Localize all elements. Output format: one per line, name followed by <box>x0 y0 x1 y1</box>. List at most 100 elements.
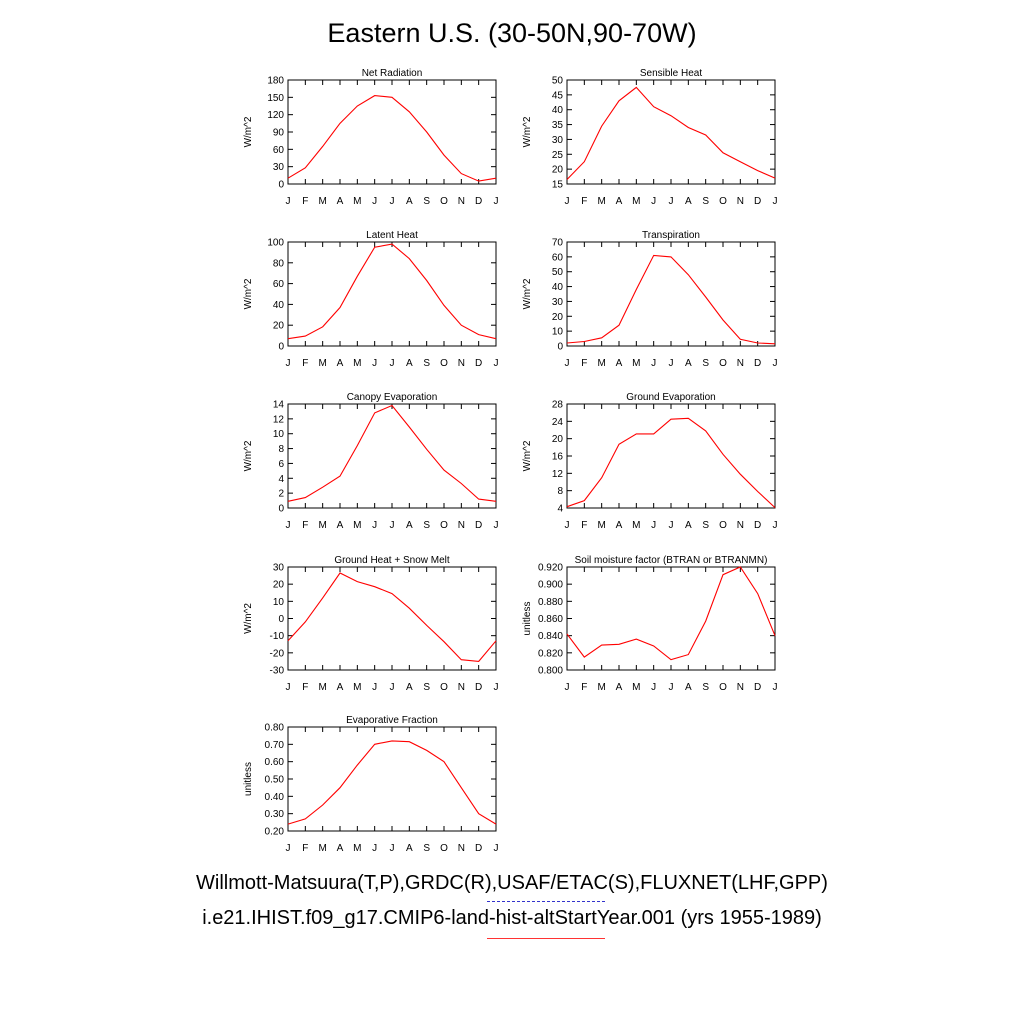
panel-9-xtick-label: N <box>458 843 465 854</box>
panel-2-ytick-label: 35 <box>552 120 564 131</box>
panel-9-ytick-label: 0.70 <box>265 740 285 751</box>
panel-9-xtick-label: A <box>406 843 413 854</box>
panel-9-xtick-label: F <box>302 843 308 854</box>
panel-2-xtick-label: A <box>616 196 623 207</box>
panel-9-ytick-label: 0.20 <box>265 827 285 838</box>
panel-2-ylabel: W/m^2 <box>522 116 533 147</box>
panel-6-xtick-label: A <box>616 520 623 531</box>
panel-3-title: Latent Heat <box>366 230 418 241</box>
panel-9-ylabel: unitless <box>243 762 254 796</box>
panel-6-xtick-label: F <box>581 520 587 531</box>
panel-3-xtick-label: J <box>390 358 395 369</box>
panel-5-ytick-label: 8 <box>278 444 284 455</box>
panel-3-ytick-label: 0 <box>278 342 284 353</box>
panel-4-xtick-label: J <box>651 358 656 369</box>
panel-6-xtick-label: J <box>651 520 656 531</box>
panel-7-xtick-label: F <box>302 682 308 693</box>
panel-7-frame <box>287 566 497 671</box>
panel-7-xtick-label: A <box>337 682 344 693</box>
panel-4-ylabel: W/m^2 <box>522 278 533 309</box>
panel-2-xtick-label: A <box>685 196 692 207</box>
panel-3-xtick-label: J <box>372 358 377 369</box>
panel-2-ytick-label: 50 <box>552 76 564 87</box>
panel-5-ytick-label: 6 <box>278 459 284 470</box>
panel-1-xtick-label: A <box>406 196 413 207</box>
panel-6-ytick-label: 28 <box>552 400 564 411</box>
panel-1-ylabel: W/m^2 <box>243 116 254 147</box>
panel-3-ytick-label: 20 <box>273 321 285 332</box>
panel-9-ytick-label: 0.50 <box>265 775 285 786</box>
panel-1-xtick-label: J <box>372 196 377 207</box>
panel-5-ytick-label: 12 <box>273 414 285 425</box>
panel-1-xtick-label: A <box>337 196 344 207</box>
panel-8-ytick-label: 0.920 <box>538 563 563 574</box>
panel-1-xtick-label: M <box>318 196 326 207</box>
panel-1-ytick-label: 90 <box>273 128 285 139</box>
panel-5-ytick-label: 4 <box>278 474 284 485</box>
panel-2-ytick-label: 25 <box>552 150 564 161</box>
panel-7-ytick-label: -30 <box>270 666 285 677</box>
panel-7: Ground Heat + Snow Melt W/m^2 -30 -20 -10 0 10… <box>243 555 499 693</box>
panel-8-xtick-label: A <box>616 682 623 693</box>
panel-8-title: Soil moisture factor (BTRAN or BTRANMN) <box>575 555 768 566</box>
panel-4-ytick-label: 40 <box>552 282 564 293</box>
panel-7-xtick-label: S <box>423 682 430 693</box>
panel-3-xtick-label: D <box>475 358 482 369</box>
panel-9-xtick-label: J <box>286 843 291 854</box>
panel-3-xtick-label: J <box>494 358 499 369</box>
panel-3-xtick-label: A <box>337 358 344 369</box>
panel-1-ytick-label: 150 <box>267 93 284 104</box>
panel-9: Evaporative Fraction unitless 0.20 0.30 0.40… <box>243 715 499 854</box>
panel-7-xtick-label: J <box>372 682 377 693</box>
panel-9-title: Evaporative Fraction <box>346 715 438 726</box>
panel-3-xtick-label: S <box>423 358 430 369</box>
panel-7-ylabel: W/m^2 <box>243 603 254 634</box>
panel-2-xtick-label: J <box>651 196 656 207</box>
panel-6-xtick-label: M <box>632 520 640 531</box>
panel-8-xtick-label: F <box>581 682 587 693</box>
panel-9-xtick-label: J <box>390 843 395 854</box>
panel-6-ytick-label: 4 <box>557 504 563 515</box>
panel-1-xtick-label: S <box>423 196 430 207</box>
panel-3-xtick-label: N <box>458 358 465 369</box>
panel-9-ytick-label: 0.80 <box>265 723 285 734</box>
panel-8-xtick-label: M <box>632 682 640 693</box>
panel-2-ytick-label: 45 <box>552 90 564 101</box>
panel-2-xtick-label: D <box>754 196 761 207</box>
panel-8-xtick-label: J <box>669 682 674 693</box>
panel-9-xtick-label: J <box>372 843 377 854</box>
panel-9-ytick-label: 0.30 <box>265 809 285 820</box>
panel-1-title: Net Radiation <box>362 68 423 79</box>
panel-9-xtick-label: O <box>440 843 448 854</box>
panel-1-xtick-label: J <box>494 196 499 207</box>
panel-7-ytick-label: 20 <box>273 580 285 591</box>
panel-6-ytick-label: 24 <box>552 417 564 428</box>
panel-8-ytick-label: 0.860 <box>538 614 563 625</box>
panel-4-xtick-label: F <box>581 358 587 369</box>
panel-7-xtick-label: J <box>286 682 291 693</box>
panel-3-xtick-label: M <box>318 358 326 369</box>
panel-3-ytick-label: 80 <box>273 258 285 269</box>
panel-5-xtick-label: J <box>372 520 377 531</box>
panel-2-xtick-label: N <box>737 196 744 207</box>
panel-6-xtick-label: O <box>719 520 727 531</box>
panel-2-ytick-label: 30 <box>552 135 564 146</box>
panel-3-ytick-label: 100 <box>267 238 284 249</box>
panel-8-xtick-label: J <box>565 682 570 693</box>
panel-6-xtick-label: J <box>773 520 778 531</box>
panel-7-ytick-label: 0 <box>278 614 284 625</box>
panel-7-xtick-label: O <box>440 682 448 693</box>
panel-8-xtick-label: O <box>719 682 727 693</box>
panel-7-ytick-label: -20 <box>270 648 285 659</box>
panel-3-xtick-label: O <box>440 358 448 369</box>
panel-5-ylabel: W/m^2 <box>243 440 254 471</box>
panel-2-series-line <box>566 86 776 180</box>
panel-1-xtick-label: N <box>458 196 465 207</box>
panel-9-series-line <box>287 740 497 825</box>
panel-9-frame <box>287 726 497 832</box>
panel-2-xtick-label: J <box>669 196 674 207</box>
panel-7-xtick-label: M <box>318 682 326 693</box>
panel-3-xtick-label: F <box>302 358 308 369</box>
